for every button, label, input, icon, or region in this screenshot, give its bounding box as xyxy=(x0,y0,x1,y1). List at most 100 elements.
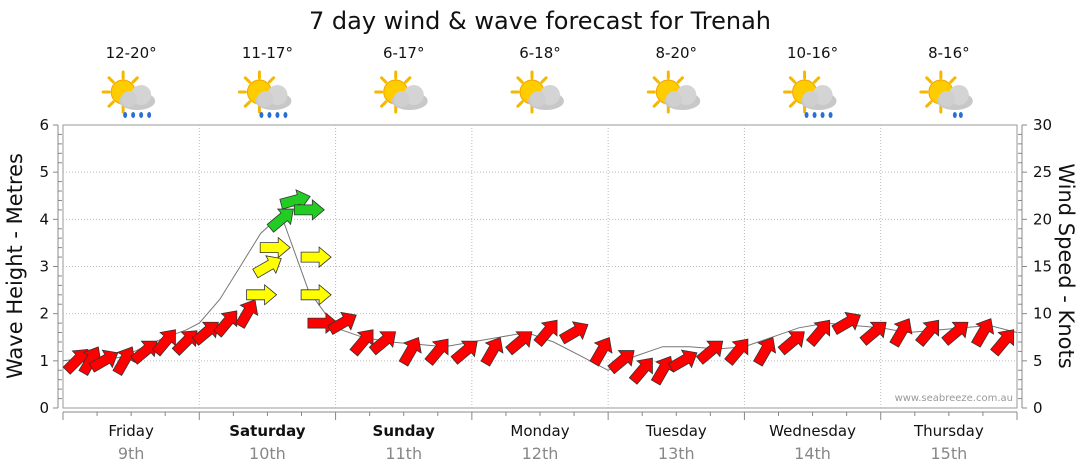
sun-cloud-drizzle-icon xyxy=(919,70,973,118)
sun-ray xyxy=(925,100,933,108)
wind-arrow xyxy=(279,189,311,211)
rain-drop xyxy=(820,112,825,118)
sun-ray xyxy=(652,100,660,108)
cloud-puff xyxy=(530,91,546,107)
sun-ray xyxy=(516,100,524,108)
sun-ray xyxy=(107,76,115,84)
wind-arrow xyxy=(368,331,397,356)
rain-drop xyxy=(828,112,833,118)
temp-range-label: 10-16° xyxy=(787,44,838,62)
sun-cloud-rain-icon xyxy=(101,70,156,118)
wind-arrow xyxy=(607,350,635,375)
wind-arrow xyxy=(266,208,294,233)
x-axis-labels: Friday 9th Saturday 10th Sunday 11th Monday 12t… xyxy=(62,411,1018,463)
wind-arrow xyxy=(831,311,861,335)
left-tick-label: 0 xyxy=(39,399,49,417)
sun-ray xyxy=(540,76,548,84)
wind-arrow xyxy=(915,319,940,348)
left-tick-label: 3 xyxy=(39,258,49,276)
left-tick-label: 4 xyxy=(39,210,49,228)
temp-range-label: 6-18° xyxy=(519,44,561,62)
rain-drop xyxy=(267,112,272,118)
date-label: 15th xyxy=(930,444,967,463)
day-label: Saturday xyxy=(229,422,306,440)
sun-cloud-icon xyxy=(374,70,428,114)
date-label: 9th xyxy=(118,444,145,463)
sun-ray xyxy=(380,100,388,108)
wind-arrow xyxy=(88,349,119,373)
right-tick-label: 30 xyxy=(1033,116,1052,134)
temp-range-label: 8-16° xyxy=(928,44,970,62)
day-label: Thursday xyxy=(913,422,984,440)
wind-arrow xyxy=(293,199,325,221)
sun-cloud-showers-icon xyxy=(783,70,837,118)
wind-arrow xyxy=(505,331,533,356)
sun-ray xyxy=(516,76,524,84)
rain-drop xyxy=(812,112,817,118)
wind-arrow xyxy=(724,338,749,366)
wind-arrow xyxy=(398,337,422,367)
right-tick-label: 0 xyxy=(1033,399,1043,417)
sun-ray xyxy=(925,76,933,84)
sun-ray xyxy=(652,76,660,84)
wind-arrow xyxy=(806,319,831,348)
wind-arrow xyxy=(259,236,291,259)
sun-cloud-icon xyxy=(510,70,564,114)
rain-drop xyxy=(139,112,144,118)
credit-text: www.seabreeze.com.au xyxy=(895,393,1013,404)
wind-arrow xyxy=(450,340,478,365)
cloud-puff xyxy=(666,91,683,107)
left-axis-title: Wave Height - Metres xyxy=(3,153,27,379)
rain-drop xyxy=(283,112,288,118)
wind-arrow xyxy=(753,337,777,367)
temp-range-label: 6-17° xyxy=(383,44,425,62)
sun-ray xyxy=(131,76,139,84)
day-label: Friday xyxy=(108,422,154,440)
right-tick-label: 20 xyxy=(1033,210,1052,228)
plot-area xyxy=(62,124,1018,409)
wind-arrows xyxy=(62,189,1015,386)
wind-arrow xyxy=(300,283,332,306)
day-headers: 12-20° 11-17° 6-17° 6-18° 8-20° 10-16° 8-16° xyxy=(101,44,973,118)
left-tick-label: 6 xyxy=(39,116,49,134)
wind-arrow xyxy=(971,318,995,348)
temp-range-label: 11-17° xyxy=(242,44,293,62)
wind-arrow xyxy=(777,331,805,356)
sun-ray xyxy=(107,100,115,108)
wind-arrow xyxy=(300,246,332,268)
cloud-puff xyxy=(802,91,819,107)
right-axis-title: Wind Speed - Knots xyxy=(1054,163,1078,368)
wind-arrow xyxy=(990,329,1015,357)
temp-range-label: 12-20° xyxy=(106,44,157,62)
wind-arrow xyxy=(424,338,449,366)
cloud-puff xyxy=(393,91,410,107)
day-label: Wednesday xyxy=(769,422,856,440)
cloud-puff xyxy=(121,91,138,107)
wind-arrow xyxy=(252,255,282,279)
day-label: Sunday xyxy=(373,422,436,440)
wind-arrow xyxy=(558,321,589,345)
sun-ray xyxy=(676,76,684,84)
sun-ray xyxy=(380,76,388,84)
right-tick-label: 25 xyxy=(1033,163,1052,181)
date-label: 14th xyxy=(794,444,831,463)
wind-arrow xyxy=(480,337,504,367)
temp-range-label: 8-20° xyxy=(656,44,698,62)
grid-lines xyxy=(63,125,1017,408)
right-tick-label: 10 xyxy=(1033,305,1052,323)
rain-drop xyxy=(275,112,280,118)
wind-arrow xyxy=(533,319,558,348)
cloud-puff xyxy=(257,91,274,107)
day-label: Monday xyxy=(510,422,569,440)
sun-cloud-showers-icon xyxy=(237,70,292,118)
left-tick-label: 1 xyxy=(39,352,49,370)
wind-arrow xyxy=(859,321,887,346)
wind-arrow xyxy=(941,321,969,346)
rain-drop xyxy=(131,112,136,118)
date-label: 10th xyxy=(249,444,286,463)
wind-arrow xyxy=(889,318,913,348)
wind-arrow xyxy=(327,311,357,335)
rain-drop xyxy=(804,112,809,118)
sun-ray xyxy=(788,100,797,108)
